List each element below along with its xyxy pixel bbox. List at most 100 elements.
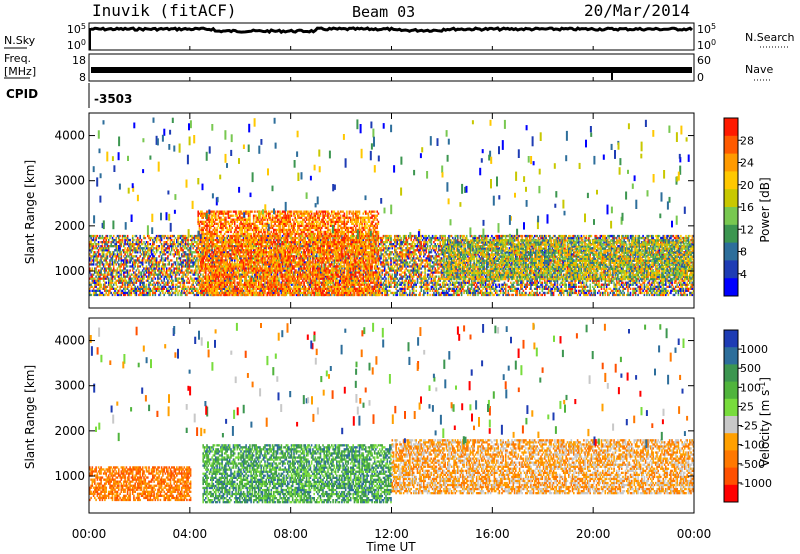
heatmap-cell <box>118 237 120 239</box>
heatmap-cell <box>103 255 105 257</box>
heatmap-cell <box>163 288 165 290</box>
cpid-value: -3503 <box>94 92 132 106</box>
heatmap-cell <box>131 286 133 288</box>
heatmap-cell <box>150 288 152 290</box>
cpid-label: CPID <box>6 87 38 101</box>
heatmap-cell <box>94 251 96 253</box>
heatmap-cell <box>116 263 118 265</box>
heatmap-cell <box>104 271 106 273</box>
heatmap-cell <box>113 263 115 265</box>
heatmap-cell <box>152 294 154 296</box>
heatmap-cell <box>157 280 159 282</box>
heatmap-cell <box>117 274 119 276</box>
heatmap-cell <box>119 247 121 249</box>
heatmap-cell <box>104 284 106 286</box>
heatmap-cell <box>99 290 101 292</box>
heatmap-cell <box>124 235 126 237</box>
heatmap-cell <box>132 269 134 271</box>
heatmap-cell <box>118 290 120 292</box>
power-heatmap-cells <box>89 118 694 297</box>
heatmap-cell <box>163 237 165 239</box>
heatmap-cell <box>172 288 174 290</box>
heatmap-cell <box>97 235 99 237</box>
heatmap-cell <box>177 271 179 273</box>
heatmap-cell <box>112 278 114 280</box>
heatmap-cell <box>168 249 170 251</box>
cpid-panel: CPID -3503 <box>6 83 132 108</box>
heatmap-cell <box>145 243 147 245</box>
heatmap-cell <box>99 235 101 237</box>
heatmap-cell <box>145 237 147 239</box>
heatmap-cell <box>116 243 118 245</box>
heatmap-cell <box>116 282 118 284</box>
heatmap-cell <box>173 269 175 271</box>
heatmap-cell <box>90 241 92 243</box>
heatmap-cell <box>93 261 95 263</box>
heatmap-cell <box>98 245 100 247</box>
heatmap-cell <box>167 251 169 253</box>
nsky-panel: N.Sky 105 100 105 100 N.Search <box>4 22 795 52</box>
heatmap-cell <box>166 271 168 273</box>
heatmap-cell <box>116 259 118 261</box>
heatmap-cell <box>152 253 154 255</box>
heatmap-cell <box>99 282 101 284</box>
heatmap-cell <box>177 249 179 251</box>
heatmap-cell <box>155 278 157 280</box>
heatmap-cell <box>179 251 181 253</box>
heatmap-cell <box>168 282 170 284</box>
heatmap-cell <box>179 267 181 269</box>
heatmap-cell <box>143 276 145 278</box>
heatmap-cell <box>165 253 167 255</box>
heatmap-cell <box>151 237 153 239</box>
heatmap-cell <box>116 239 118 241</box>
heatmap-cell <box>162 261 164 263</box>
heatmap-cell <box>132 278 134 280</box>
heatmap-cell <box>113 267 115 269</box>
heatmap-cell <box>139 290 141 292</box>
heatmap-cell <box>90 284 92 286</box>
heatmap-cell <box>112 257 114 259</box>
heatmap-cell <box>108 294 110 296</box>
heatmap-cell <box>103 263 105 265</box>
heatmap-cell <box>153 251 155 253</box>
nsearch-tick-bottom: 100 <box>697 38 716 52</box>
heatmap-cell <box>143 284 145 286</box>
heatmap-cell <box>181 290 183 292</box>
heatmap-cell <box>131 294 133 296</box>
heatmap-cell <box>167 255 169 257</box>
heatmap-cell <box>156 257 158 259</box>
heatmap-cell <box>167 280 169 282</box>
heatmap-cell <box>102 292 104 294</box>
heatmap-cell <box>117 269 119 271</box>
heatmap-cell <box>158 245 160 247</box>
heatmap-cell <box>161 276 163 278</box>
heatmap-cell <box>138 259 140 261</box>
heatmap-cell <box>127 259 129 261</box>
heatmap-cell <box>133 267 135 269</box>
heatmap-cell <box>161 239 163 241</box>
heatmap-cell <box>150 282 152 284</box>
heatmap-cell <box>161 259 163 261</box>
heatmap-cell <box>129 239 131 241</box>
heatmap-cell <box>167 288 169 290</box>
heatmap-cell <box>171 259 173 261</box>
heatmap-cell <box>175 294 177 296</box>
heatmap-cell <box>132 251 134 253</box>
heatmap-cell <box>148 278 150 280</box>
heatmap-cell <box>133 239 135 241</box>
heatmap-cell <box>150 243 152 245</box>
heatmap-cell <box>170 274 172 276</box>
heatmap-cell <box>99 280 101 282</box>
heatmap-cell <box>142 263 144 265</box>
heatmap-cell <box>151 247 153 249</box>
heatmap-cell <box>99 288 101 290</box>
heatmap-cell <box>133 284 135 286</box>
heatmap-cell <box>107 261 109 263</box>
heatmap-cell <box>158 282 160 284</box>
heatmap-cell <box>95 286 97 288</box>
heatmap-cell <box>119 267 121 269</box>
heatmap-cell <box>114 253 116 255</box>
heatmap-cell <box>93 243 95 245</box>
heatmap-cell <box>180 286 182 288</box>
heatmap-cell <box>139 245 141 247</box>
